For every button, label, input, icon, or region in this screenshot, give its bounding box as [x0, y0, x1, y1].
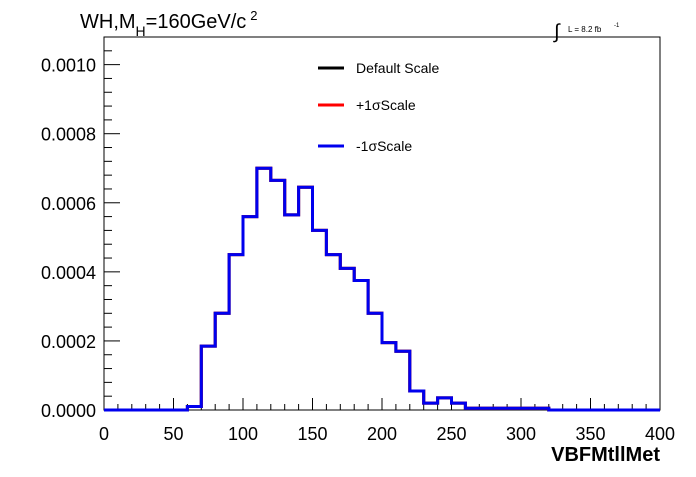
- luminosity-label: ∫ L = 8.2 fb -1: [553, 21, 620, 43]
- x-axis-label: VBFMtllMet: [551, 444, 660, 466]
- series-line-2: [104, 166, 660, 412]
- legend-label: Default Scale: [356, 60, 439, 76]
- legend-label: -1σScale: [356, 138, 412, 154]
- series-group: [104, 166, 660, 412]
- chart-title: WH,MH=160GeV/c 2: [80, 8, 258, 39]
- x-tick-label: 100: [228, 424, 258, 444]
- y-tick-label: 0.0006: [41, 194, 96, 214]
- x-tick-label: 50: [163, 424, 183, 444]
- svg-text:L = 8.2 fb: L = 8.2 fb: [568, 25, 602, 34]
- svg-text:-1: -1: [614, 23, 620, 29]
- y-axis: 0.0000 0.0002 0.0004 0.0006 0.0008 0.0010: [41, 36, 120, 421]
- y-tick-label: 0.0010: [41, 56, 96, 76]
- x-axis: 0 50 100 150 200 250 300 350 400: [99, 398, 675, 444]
- y-tick-label: 0.0002: [41, 332, 96, 352]
- legend-label: +1σScale: [356, 97, 416, 113]
- y-tick-label: 0.0008: [41, 125, 96, 145]
- x-tick-label: 150: [297, 424, 327, 444]
- x-tick-label: 250: [436, 424, 466, 444]
- y-tick-label: 0.0004: [41, 263, 96, 283]
- svg-text:∫: ∫: [553, 21, 561, 43]
- x-tick-label: 0: [99, 424, 109, 444]
- legend: Default Scale +1σScale -1σScale: [318, 60, 439, 154]
- x-tick-label: 350: [575, 424, 605, 444]
- y-tick-label: 0.0000: [41, 401, 96, 421]
- x-tick-label: 300: [506, 424, 536, 444]
- x-tick-label: 200: [367, 424, 397, 444]
- x-tick-label: 400: [645, 424, 675, 444]
